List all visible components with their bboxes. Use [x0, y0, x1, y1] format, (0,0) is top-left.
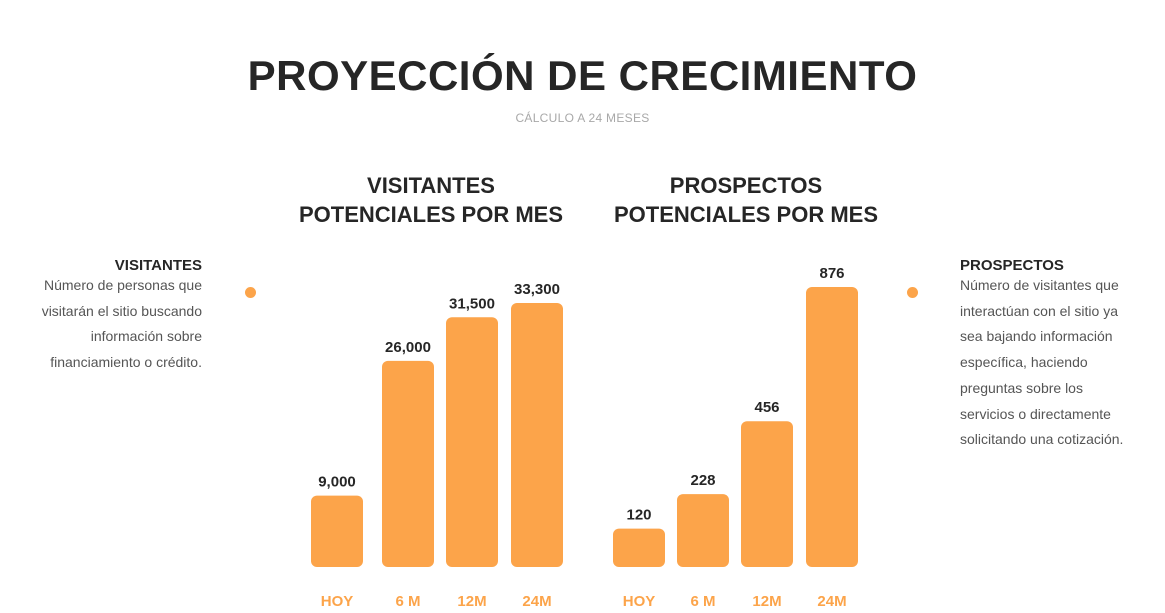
visitantes-description: Número de personas que visitarán el siti…: [42, 273, 202, 376]
chart-title-prospectos-line-2: POTENCIALES POR MES: [613, 202, 879, 227]
visitantes-description-line: visitarán el sitio buscando: [41, 302, 202, 319]
chart-title-visitantes-line-2: POTENCIALES POR MES: [298, 202, 564, 227]
category-label-prospectos-1: 6 M: [690, 593, 715, 610]
prospectos-description-line: solicitando una cotización.: [960, 431, 1124, 448]
prospectos-description: Número de visitantes que interactúan con…: [960, 273, 1123, 453]
prospectos-description-line: sea bajando información: [960, 328, 1113, 345]
category-label-visitantes-0: HOY: [321, 593, 354, 610]
visitantes-description-line: Número de personas que: [44, 277, 202, 293]
category-label-prospectos-0: HOY: [623, 593, 656, 610]
value-label-prospectos-3: 876: [819, 265, 844, 282]
prospectos-description-line: preguntas sobre los: [960, 379, 1083, 396]
value-label-visitantes-3: 33,300: [514, 281, 560, 298]
prospectos-description-line: servicios o directamente: [960, 405, 1111, 422]
page-title: PROYECCIÓN DE CRECIMIENTO: [247, 52, 918, 99]
page-subtitle: CÁLCULO A 24 MESES: [515, 111, 650, 125]
category-label-visitantes-3: 24M: [522, 593, 551, 610]
bar-prospectos-2: [741, 421, 793, 567]
prospectos-heading: PROSPECTOS: [960, 257, 1064, 274]
chart-title-visitantes: VISITANTES POTENCIALES POR MES: [251, 171, 611, 229]
value-label-prospectos-1: 228: [690, 472, 715, 489]
category-label-visitantes-1: 6 M: [395, 593, 420, 610]
bar-visitantes-1: [382, 360, 434, 567]
value-label-prospectos-2: 456: [754, 399, 779, 416]
bar-visitantes-0: [311, 495, 363, 567]
visitantes-heading: VISITANTES: [114, 257, 202, 274]
category-label-prospectos-2: 12M: [752, 593, 781, 610]
chart-title-visitantes-line-1: VISITANTES: [367, 173, 495, 198]
value-label-prospectos-0: 120: [626, 507, 651, 524]
prospectos-description-line: Número de visitantes que: [960, 277, 1119, 293]
category-label-prospectos-3: 24M: [817, 593, 846, 610]
chart-title-prospectos: PROSPECTOS POTENCIALES POR MES: [566, 171, 926, 229]
prospectos-description-line: específica, haciendo: [960, 354, 1088, 371]
prospectos-description-line: interactúan con el sitio ya: [960, 302, 1118, 319]
visitantes-description-line: financiamiento o crédito.: [50, 354, 202, 371]
chart-title-prospectos-line-1: PROSPECTOS: [669, 173, 823, 198]
prospectos-bullet-dot: [907, 287, 918, 298]
chart-prospectos: 120 HOY 228 6 M 456 12M 876 24M: [613, 265, 858, 610]
visitantes-description-line: información sobre: [90, 328, 202, 345]
bar-prospectos-0: [613, 528, 665, 567]
visitantes-bullet-dot: [245, 287, 256, 298]
bar-prospectos-3: [806, 287, 858, 567]
bar-visitantes-3: [511, 303, 563, 567]
value-label-visitantes-1: 26,000: [385, 339, 431, 356]
value-label-visitantes-0: 9,000: [318, 474, 356, 491]
bar-prospectos-1: [677, 494, 729, 567]
category-label-visitantes-2: 12M: [457, 593, 486, 610]
value-label-visitantes-2: 31,500: [449, 295, 495, 312]
bar-visitantes-2: [446, 317, 498, 567]
chart-visitantes: 9,000 HOY 26,000 6 M 31,500 12M 33,300 24M: [311, 281, 563, 610]
